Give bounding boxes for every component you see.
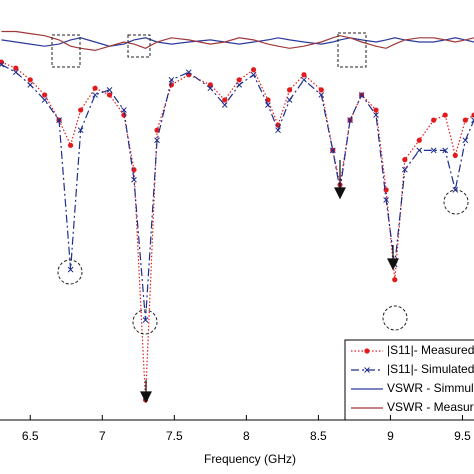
marker <box>462 137 469 144</box>
marker <box>416 137 422 143</box>
marker <box>41 97 48 103</box>
x-tick-label: 8 <box>243 429 250 443</box>
x-tick-label: 6.5 <box>22 429 39 443</box>
arrows <box>140 160 399 404</box>
x-axis-label: Frequency (GHz) <box>204 452 296 466</box>
legend-label: VSWR - Simmulated <box>387 381 474 395</box>
highlight-box <box>337 32 367 68</box>
arrow <box>387 245 399 271</box>
marker <box>207 82 213 88</box>
marker <box>221 102 228 108</box>
series-line <box>1 37 474 47</box>
marker <box>168 76 175 83</box>
x-tick-label: 9.5 <box>454 429 471 443</box>
dip-circle <box>132 309 158 335</box>
marker <box>430 147 437 154</box>
marker <box>0 61 5 68</box>
marker <box>318 87 324 93</box>
marker <box>131 176 137 183</box>
marker <box>42 92 48 98</box>
marker <box>442 147 449 154</box>
marker <box>471 117 474 123</box>
marker <box>12 69 19 76</box>
marker <box>275 127 281 134</box>
marker <box>392 277 398 283</box>
marker <box>92 92 98 98</box>
marker <box>265 102 271 108</box>
dip-circle <box>443 189 469 215</box>
marker <box>185 69 192 76</box>
arrow <box>334 160 346 200</box>
marker <box>77 127 84 134</box>
marker <box>207 85 214 92</box>
marker <box>301 76 307 83</box>
dip-circle <box>57 259 83 285</box>
marker <box>301 72 307 78</box>
marker <box>27 81 34 88</box>
marker <box>106 92 113 98</box>
marker <box>383 197 389 203</box>
marker <box>154 137 160 144</box>
legend-label: VSWR - Measured <box>387 400 474 414</box>
marker <box>168 82 175 88</box>
marker <box>250 71 257 78</box>
marker <box>358 92 365 98</box>
marker <box>471 112 474 118</box>
x-tick-label: 7 <box>99 429 106 443</box>
x-tick-label: 9 <box>387 429 394 443</box>
marker <box>431 117 437 123</box>
annotations <box>51 32 469 335</box>
marker <box>13 65 19 71</box>
marker <box>78 107 84 113</box>
marker <box>56 117 62 123</box>
series-line <box>1 64 474 321</box>
marker <box>347 117 353 123</box>
marker <box>222 97 228 103</box>
marker <box>142 317 149 323</box>
marker <box>106 87 113 93</box>
marker <box>318 92 325 98</box>
dip-circle <box>382 305 408 331</box>
legend-marker <box>364 348 370 354</box>
legend-label: |S11|- Measured <box>387 343 474 357</box>
marker <box>442 112 448 118</box>
marker <box>402 157 408 163</box>
marker <box>236 77 242 83</box>
marker <box>154 127 160 133</box>
marker <box>67 142 74 148</box>
marker <box>92 85 98 91</box>
marker <box>27 77 33 83</box>
marker <box>416 147 423 154</box>
legend-label: |S11|- Simulated <box>387 362 474 376</box>
marker <box>452 152 458 158</box>
marker <box>329 147 336 154</box>
marker <box>462 117 468 123</box>
arrow <box>140 380 152 404</box>
x-tick-label: 8.5 <box>310 429 327 443</box>
marker <box>373 107 379 113</box>
legend-marker <box>364 367 370 373</box>
series-line <box>1 61 474 400</box>
marker <box>236 81 243 88</box>
highlight-box <box>127 34 151 58</box>
marker <box>286 87 293 93</box>
marker <box>286 97 293 103</box>
plot-area <box>0 30 474 403</box>
marker <box>373 112 379 118</box>
marker <box>121 107 127 113</box>
marker <box>250 67 257 73</box>
marker <box>401 166 408 173</box>
legend: |S11|- Measured |S11|- Simulated VSWR - Si… <box>344 339 474 421</box>
marker <box>67 266 74 273</box>
series-line <box>1 30 474 52</box>
x-tick-label: 7.5 <box>166 429 183 443</box>
